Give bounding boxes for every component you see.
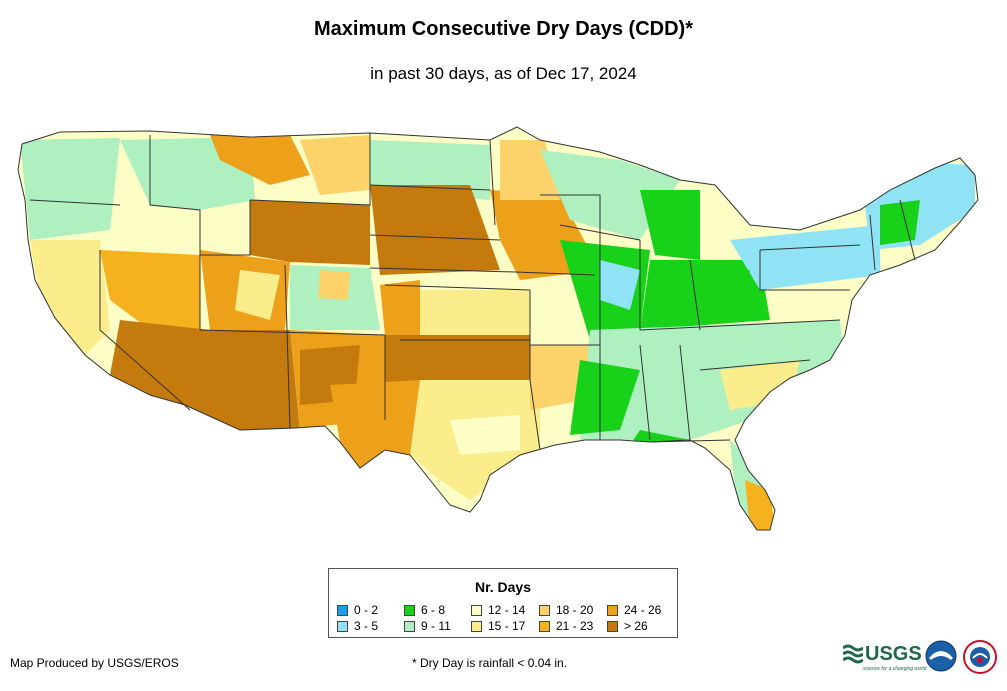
usgs-logo: USGS — [843, 643, 922, 666]
nws-logo-icon — [963, 640, 997, 674]
legend-item: 24 - 26 — [607, 603, 661, 617]
legend-swatch — [607, 620, 618, 632]
legend-label: > 26 — [624, 619, 648, 633]
legend-label: 24 - 26 — [624, 603, 662, 617]
legend-item: 6 - 8 — [404, 603, 445, 617]
legend-item: 3 - 5 — [337, 619, 378, 633]
legend: Nr. Days 0 - 2 3 - 5 6 - 8 9 - 11 12 - 1… — [328, 568, 678, 638]
legend-swatch — [404, 620, 415, 632]
legend-item: 0 - 2 — [337, 603, 378, 617]
legend-title: Nr. Days — [474, 579, 532, 595]
usgs-tagline: science for a changing world — [863, 666, 927, 672]
state-boundaries — [17, 126, 979, 531]
legend-item: > 26 — [607, 619, 648, 633]
legend-swatch — [337, 620, 348, 632]
legend-swatch — [471, 604, 482, 616]
legend-label: 12 - 14 — [488, 603, 526, 617]
map-title: Maximum Consecutive Dry Days (CDD)* — [314, 18, 693, 40]
legend-label: 21 - 23 — [556, 619, 594, 633]
dry-day-footnote: * Dry Day is rainfall < 0.04 in. — [412, 656, 568, 670]
legend-label: 3 - 5 — [354, 619, 379, 633]
legend-swatch — [471, 620, 482, 632]
legend-swatch — [404, 604, 415, 616]
legend-label: 9 - 11 — [421, 619, 451, 633]
legend-label: 15 - 17 — [488, 619, 526, 633]
usgs-waves-icon — [843, 644, 863, 663]
usgs-wordmark: USGS — [865, 643, 922, 665]
legend-item: 15 - 17 — [471, 619, 525, 633]
cdd-fill-layer — [18, 127, 978, 530]
legend-item: 9 - 11 — [404, 619, 451, 633]
legend-label: 18 - 20 — [556, 603, 594, 617]
map-credit: Map Produced by USGS/EROS — [10, 656, 179, 670]
legend-item: 21 - 23 — [539, 619, 593, 633]
noaa-logo-icon — [925, 640, 957, 672]
legend-item: 12 - 14 — [471, 603, 525, 617]
map-subtitle: in past 30 days, as of Dec 17, 2024 — [370, 64, 637, 83]
legend-swatch — [539, 604, 550, 616]
legend-swatch — [539, 620, 550, 632]
legend-swatch — [607, 604, 618, 616]
legend-label: 0 - 2 — [354, 603, 379, 617]
legend-label: 6 - 8 — [421, 603, 446, 617]
legend-swatch — [337, 604, 348, 616]
legend-item: 18 - 20 — [539, 603, 593, 617]
